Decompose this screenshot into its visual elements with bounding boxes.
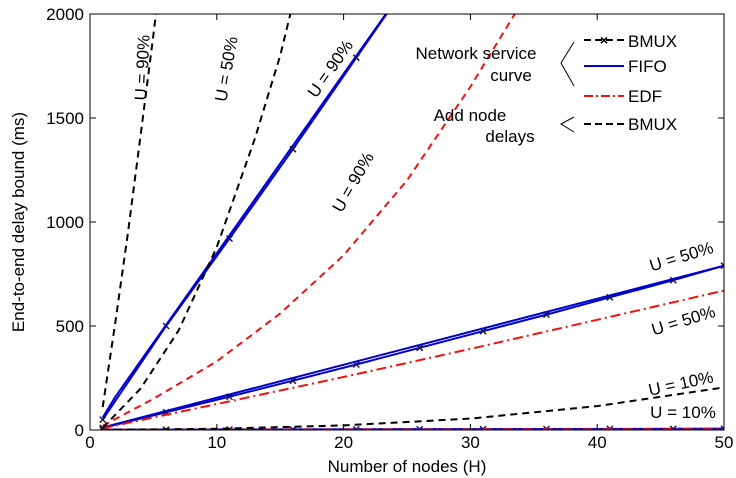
x-tick-label: 10 — [207, 433, 226, 452]
series-marker-x — [99, 416, 107, 424]
legend-group-label-node-delays-line1: Add node — [434, 106, 507, 125]
y-tick-label: 1500 — [46, 109, 84, 128]
legend: Network service curve Add node delays × … — [416, 32, 678, 146]
series-line-service-curve-edf-u50 — [102, 289, 724, 430]
x-tick-label: 0 — [85, 433, 94, 452]
legend-brace-node-delays — [559, 116, 575, 133]
series-marker-x — [720, 262, 724, 270]
legend-label-fifo: FIFO — [628, 57, 667, 76]
annotation-edf-u90: U = 90% — [329, 149, 378, 215]
y-tick-label: 500 — [56, 317, 84, 336]
legend-label-bmux-service: BMUX — [628, 32, 677, 51]
legend-marker-bmux-service: × — [600, 32, 608, 48]
legend-group-label-service-curve-line1: Network service — [416, 44, 537, 63]
annotation-bmux-add-u50: U = 50% — [212, 35, 242, 103]
legend-label-bmux-add: BMUX — [628, 115, 677, 134]
plot-area-frame — [89, 13, 725, 431]
series-line-service-curve-edf-u90 — [102, 14, 516, 427]
x-tick-label: 50 — [715, 433, 734, 452]
y-tick-label: 2000 — [46, 5, 84, 24]
legend-group-label-service-curve-line2: curve — [490, 66, 532, 85]
x-tick-label: 30 — [461, 433, 480, 452]
series-marker-x — [720, 425, 724, 430]
legend-label-edf: EDF — [628, 87, 662, 106]
series-line-add-node-delays-bmux-u10 — [102, 386, 724, 430]
x-tick-label: 40 — [588, 433, 607, 452]
series-line-add-node-delays-bmux-u50 — [101, 14, 292, 429]
annotation-edf-u50: U = 50% — [649, 302, 717, 339]
series-line-service-curve-fifo-u50 — [102, 264, 724, 429]
annotation-service-u10: U = 10% — [650, 403, 716, 422]
annotation-bmux-add-u10: U = 10% — [647, 367, 715, 399]
legend-brace-service-curve — [560, 41, 575, 87]
legend-group-label-node-delays-line2: delays — [485, 127, 534, 146]
x-tick-label: 20 — [334, 433, 353, 452]
y-tick-label: 0 — [75, 421, 84, 440]
x-axis-label: Number of nodes (H) — [328, 457, 487, 476]
series-line-service-curve-fifo-u90 — [101, 14, 388, 419]
annotation-bmux-add-u90: U = 90% — [131, 34, 153, 101]
y-axis-label: End-to-end delay bound (ms) — [9, 112, 28, 332]
y-tick-label: 1000 — [46, 213, 84, 232]
